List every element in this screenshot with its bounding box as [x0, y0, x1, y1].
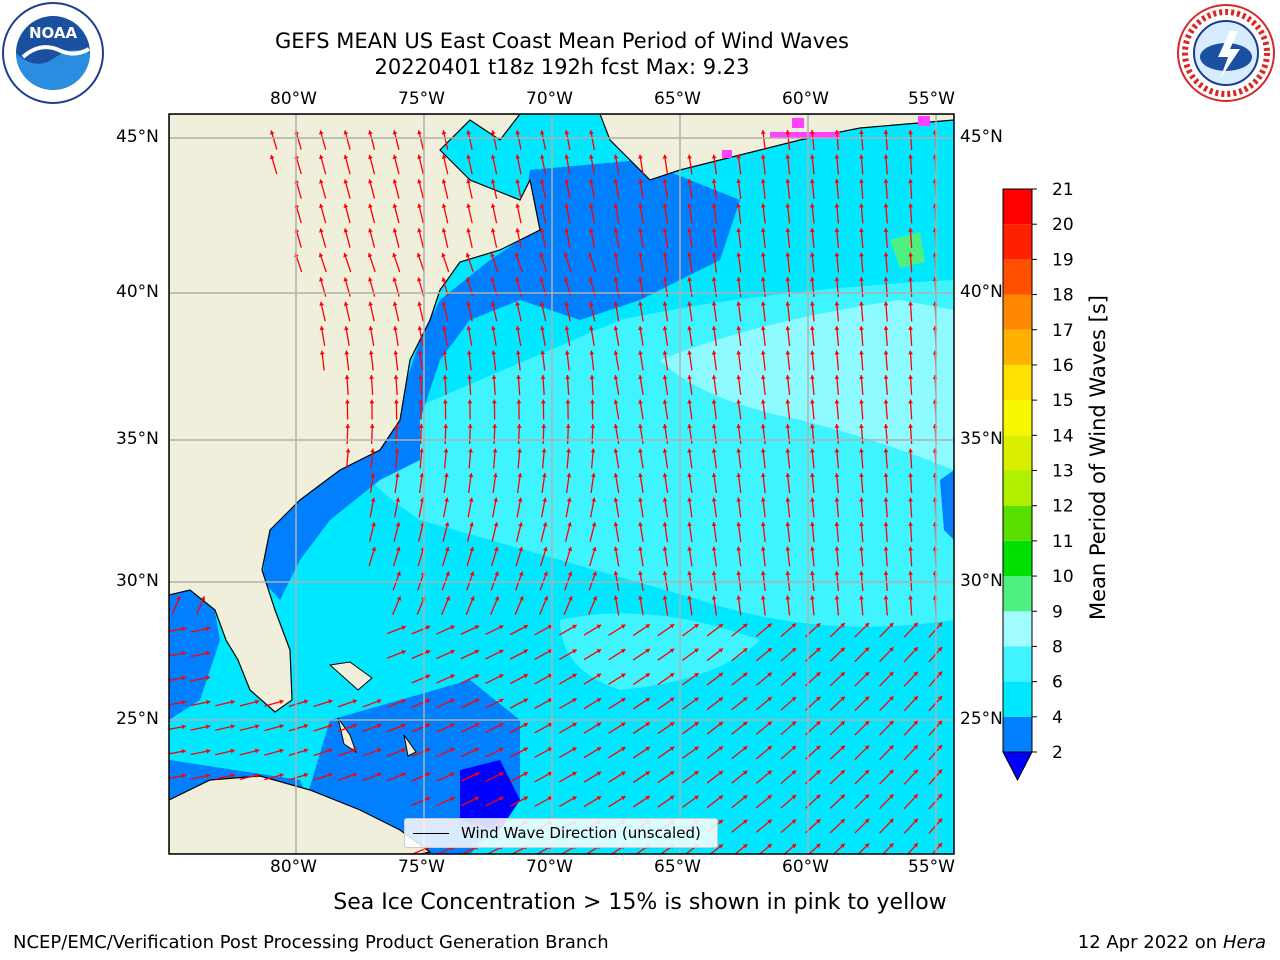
colorbar-segment: [1003, 540, 1032, 577]
colorbar-tick-label: 21: [1052, 180, 1074, 200]
lon-tick-bottom: 60°W: [782, 857, 829, 877]
colorbar-tick-label: 2: [1052, 743, 1063, 763]
colorbar-tick-label: 18: [1052, 286, 1074, 306]
colorbar-segment: [1003, 400, 1032, 436]
lon-tick-bottom: 55°W: [908, 857, 955, 877]
lat-tick-left: 25°N: [116, 709, 159, 729]
lat-tick-left: 40°N: [116, 282, 159, 302]
noaa-logo: NOAA: [2, 2, 104, 104]
lat-tick-right: 45°N: [960, 127, 1003, 147]
colorbar: 2 4 6 8 9 10 11 12 13 14 15 16 17 18 19 20 21: [1002, 180, 1074, 782]
lon-tick-top: 75°W: [398, 89, 445, 109]
colorbar-tick-label: 12: [1052, 497, 1074, 517]
colorbar-tick-label: 20: [1052, 215, 1074, 235]
colorbar-tick-label: 17: [1052, 321, 1074, 341]
colorbar-tick-label: 16: [1052, 356, 1074, 376]
colorbar-tick-label: 6: [1052, 673, 1063, 693]
colorbar-segment: [1003, 505, 1032, 541]
colorbar-segment: [1003, 224, 1032, 260]
colorbar-segment: [1003, 576, 1032, 612]
legend-line-swatch: [413, 832, 449, 834]
chart-subtitle: 20220401 t18z 192h fcst Max: 9.23: [374, 55, 750, 79]
lon-tick-bottom: 75°W: [398, 857, 445, 877]
lat-tick-left: 45°N: [116, 127, 159, 147]
lat-tick-right: 30°N: [960, 571, 1003, 591]
colorbar-segment: [1003, 611, 1032, 647]
lon-tick-top: 70°W: [526, 89, 573, 109]
legend-label: Wind Wave Direction (unscaled): [461, 824, 701, 842]
colorbar-segment: [1003, 364, 1032, 401]
wind-wave-direction-arrows: [169, 129, 943, 854]
lat-tick-right: 35°N: [960, 429, 1003, 449]
map-frame: [168, 113, 955, 855]
us-landmass: [169, 114, 541, 713]
lon-tick-top: 65°W: [654, 89, 701, 109]
colorbar-tick-label: 13: [1052, 462, 1074, 482]
colorbar-tick-label: 8: [1052, 637, 1063, 657]
colorbar-segment: [1003, 470, 1032, 506]
nws-logo: [1177, 4, 1275, 102]
colorbar-tick-label: 10: [1052, 567, 1074, 587]
noaa-logo-text: NOAA: [29, 24, 78, 42]
colorbar-tick-label: 15: [1052, 391, 1074, 411]
colorbar-segment: [1003, 435, 1032, 471]
sea-ice-caption: Sea Ice Concentration > 15% is shown in …: [333, 890, 947, 915]
colorbar-extend-triangle: [1002, 751, 1033, 782]
colorbar-label: Mean Period of Wind Waves [s]: [1086, 295, 1110, 620]
colorbar-tick-label: 19: [1052, 250, 1074, 270]
colorbar-tick-label: 4: [1052, 708, 1063, 728]
lon-tick-top: 60°W: [782, 89, 829, 109]
footer-date: 12 Apr 2022 on Hera: [1078, 932, 1266, 953]
footer-host: Hera: [1222, 932, 1266, 953]
maritimes-landmass: [599, 114, 954, 181]
lat-tick-left: 30°N: [116, 571, 159, 591]
lat-tick-right: 25°N: [960, 709, 1003, 729]
graticule: [169, 114, 954, 854]
colorbar-segment: [1003, 681, 1032, 717]
map-legend: Wind Wave Direction (unscaled): [404, 818, 718, 848]
colorbar-segment: [1003, 716, 1032, 752]
lon-tick-top: 55°W: [908, 89, 955, 109]
lat-tick-left: 35°N: [116, 429, 159, 449]
lon-tick-bottom: 70°W: [526, 857, 573, 877]
colorbar-segment: [1003, 646, 1032, 682]
colorbar-tick-label: 9: [1052, 602, 1063, 622]
footer-credit: NCEP/EMC/Verification Post Processing Pr…: [13, 932, 609, 953]
colorbar-segment: [1003, 189, 1032, 225]
colorbar-segment: [1003, 329, 1032, 365]
colorbar-segment: [1003, 259, 1032, 295]
lat-tick-right: 40°N: [960, 282, 1003, 302]
colorbar-tick-label: 14: [1052, 426, 1074, 446]
cuba-landmass: [169, 775, 432, 854]
lon-tick-top: 80°W: [270, 89, 317, 109]
colorbar-tick-label: 11: [1052, 532, 1074, 552]
lon-tick-bottom: 80°W: [270, 857, 317, 877]
colorbar-segment: [1003, 294, 1032, 330]
coastal-low-period-region: [262, 160, 740, 600]
chart-title: GEFS MEAN US East Coast Mean Period of W…: [275, 29, 849, 53]
lon-tick-bottom: 65°W: [654, 857, 701, 877]
footer-date-text: 12 Apr 2022 on: [1077, 932, 1223, 953]
